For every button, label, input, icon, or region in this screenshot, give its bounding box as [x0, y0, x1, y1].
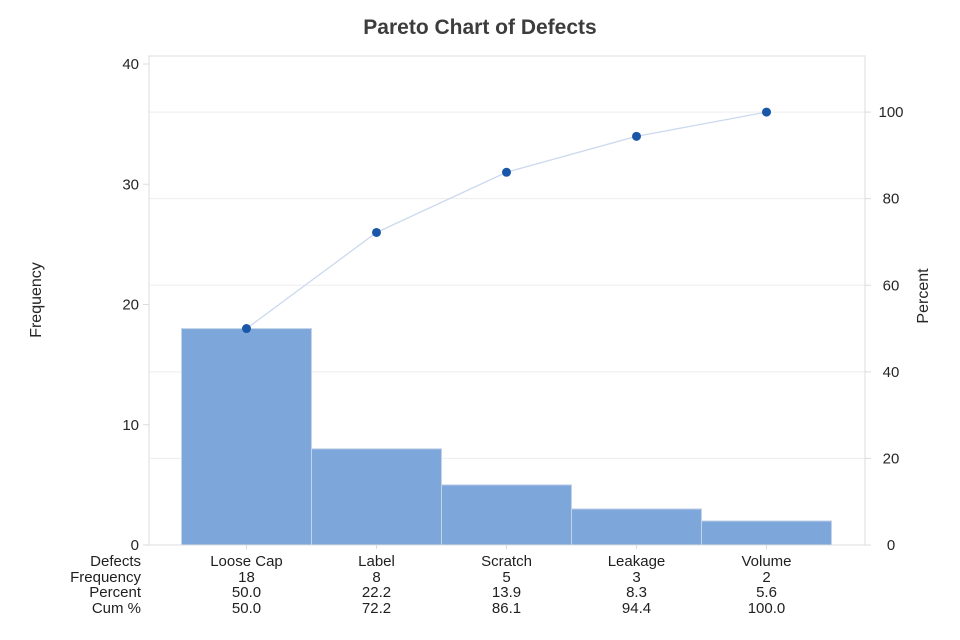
cumulative-point-leakage — [632, 131, 641, 141]
table-row-label-defects: Defects — [90, 553, 141, 570]
summary-table-group: Defects Loose Cap Label Scratch Leakage Volum… — [70, 553, 791, 617]
table-cell: 100.0 — [748, 600, 786, 617]
right-axis-tick-label: 80 — [883, 191, 900, 208]
bar-label — [311, 448, 442, 546]
right-axis-tick-label: 60 — [883, 277, 900, 294]
table-cell: 3 — [632, 569, 640, 586]
table-cell: 2 — [762, 569, 770, 586]
right-axis-tick-label: 100 — [878, 104, 903, 121]
table-cell: 50.0 — [232, 600, 261, 617]
table-cell: Volume — [741, 553, 791, 570]
left-axis-tick-label: 0 — [131, 537, 139, 554]
cumulative-point-volume — [762, 107, 771, 117]
bar-loose-cap — [181, 328, 312, 546]
table-cell: 72.2 — [362, 600, 391, 617]
right-axis-tick-label: 0 — [887, 537, 895, 554]
table-cell: Label — [358, 553, 395, 570]
cumulative-point-scratch — [502, 167, 511, 177]
table-cell: Loose Cap — [210, 553, 283, 570]
left-axis-tick-label: 10 — [122, 417, 139, 434]
table-row-label-percent: Percent — [89, 584, 142, 601]
cumulative-point-loose-cap — [242, 324, 251, 334]
left-axis-tick-label: 40 — [122, 56, 139, 73]
table-row-label-cum-: Cum % — [92, 600, 141, 617]
chart-title: Pareto Chart of Defects — [363, 16, 597, 39]
axis-ticks-group: 0 10 20 30 40 0 20 40 60 80 100 — [122, 56, 903, 554]
cumulative-line-group — [242, 107, 771, 334]
table-cell: 86.1 — [492, 600, 521, 617]
table-cell: 50.0 — [232, 584, 261, 601]
table-cell: Leakage — [608, 553, 666, 570]
table-cell: 8 — [372, 569, 380, 586]
table-cell: 13.9 — [492, 584, 521, 601]
left-axis-tick-label: 20 — [122, 297, 139, 314]
bars-group — [181, 328, 832, 546]
table-cell: 8.3 — [626, 584, 647, 601]
table-cell: 18 — [238, 569, 255, 586]
table-cell: 22.2 — [362, 584, 391, 601]
bar-leakage — [571, 508, 702, 546]
bar-volume — [701, 520, 832, 546]
table-cell: 5.6 — [756, 584, 777, 601]
table-cell: 5 — [502, 569, 510, 586]
table-cell: Scratch — [481, 553, 532, 570]
right-axis-tick-label: 20 — [883, 450, 900, 467]
left-axis-tick-label: 30 — [122, 176, 139, 193]
table-row-label-frequency: Frequency — [70, 569, 141, 586]
gridlines-group — [149, 111, 865, 459]
right-axis-tick-label: 40 — [883, 364, 900, 381]
cumulative-point-label — [372, 227, 381, 237]
cumulative-line — [246, 111, 767, 330]
bar-scratch — [441, 484, 572, 546]
table-cell: 94.4 — [622, 600, 651, 617]
